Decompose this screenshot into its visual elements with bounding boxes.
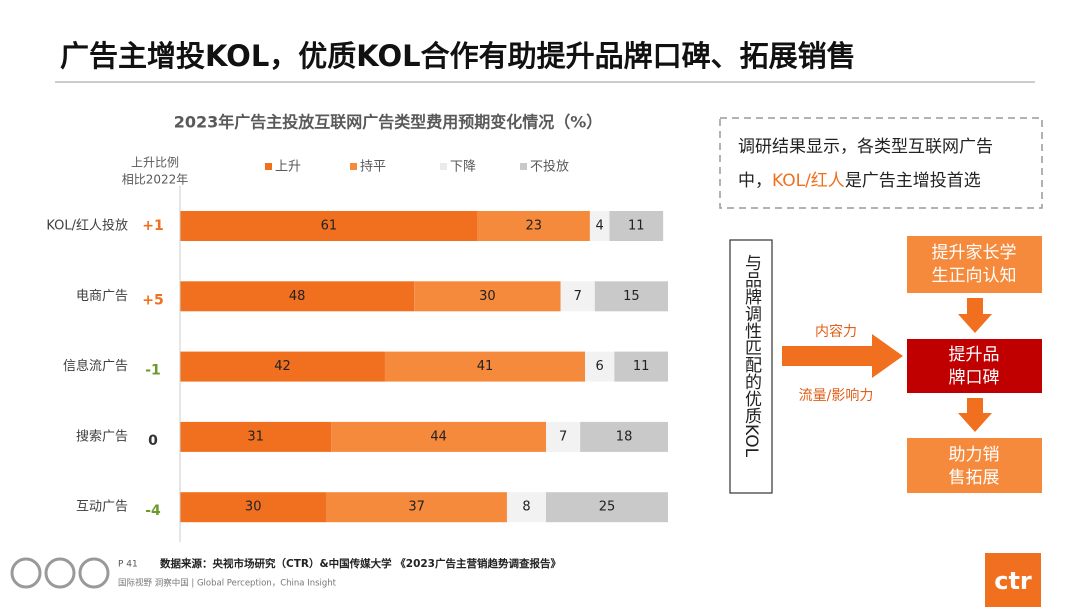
node-text: 助力销 — [949, 445, 1000, 465]
bar-segment — [585, 351, 615, 382]
bar-segment — [594, 281, 668, 312]
legend-label: 不投放 — [530, 159, 569, 175]
value-label: 61 — [321, 219, 338, 234]
bar-segment — [326, 492, 507, 523]
value-label: 30 — [479, 289, 496, 304]
bar-segment — [546, 421, 581, 452]
change-label: +5 — [142, 292, 163, 308]
badges — [10, 557, 110, 589]
slide-title: 广告主增投KOL，优质KOL合作有助提升品牌口碑、拓展销售 — [60, 39, 856, 73]
value-label: 25 — [599, 500, 616, 515]
value-label: 8 — [522, 500, 530, 515]
change-header: 相比2022年 — [122, 173, 189, 187]
value-label: 11 — [628, 219, 645, 234]
bar-segment — [477, 211, 590, 241]
bar-segment — [180, 281, 415, 312]
node-box — [907, 339, 1042, 393]
change-header: 上升比例 — [131, 156, 179, 170]
source-text: 与品牌调性匹配的优质KOL — [741, 254, 762, 458]
bar-segment — [180, 421, 332, 452]
source-note: 数据来源：央视市场研究（CTR）&中国传媒大学 《2023广告主营销趋势调查报告… — [159, 557, 561, 570]
value-label: 42 — [274, 359, 291, 374]
bar-segment — [546, 492, 668, 523]
value-label: 44 — [430, 429, 447, 444]
value-label: 31 — [247, 429, 264, 444]
bar-segment — [414, 281, 561, 312]
page-number: P 41 — [118, 560, 138, 570]
node-text: 牌口碑 — [949, 368, 1000, 388]
down-arrow — [958, 398, 992, 432]
category-label: 信息流广告 — [63, 358, 128, 374]
callout-text: 调研结果显示，各类型互联网广告 — [738, 137, 993, 157]
node-text: 生正向认知 — [932, 266, 1017, 286]
bar-segment — [609, 211, 664, 241]
value-label: 7 — [574, 289, 582, 304]
bar-segment — [384, 351, 586, 382]
value-label: 6 — [596, 359, 604, 374]
bar-segment — [506, 492, 546, 523]
arrow-label: 流量/影响力 — [799, 388, 874, 404]
node-box — [907, 438, 1042, 493]
value-label: 7 — [559, 429, 567, 444]
source-box — [729, 239, 773, 494]
value-label: 37 — [408, 500, 425, 515]
value-label: 30 — [245, 500, 262, 515]
category-label: 搜索广告 — [76, 429, 128, 444]
bar-segment — [180, 211, 478, 241]
bar-segment — [589, 211, 610, 241]
callout-box — [719, 117, 1043, 209]
legend-swatch — [265, 163, 272, 170]
change-label: +1 — [142, 218, 163, 234]
node-text: 提升品 — [949, 345, 1000, 365]
tagline: 国际视野 洞察中国 | Global Perception，China Insi… — [118, 578, 337, 589]
bar-segment — [614, 351, 668, 382]
value-label: 48 — [289, 289, 306, 304]
category-label: 互动广告 — [76, 500, 128, 515]
legend-label: 下降 — [450, 160, 476, 175]
legend-swatch — [440, 163, 447, 170]
category-label: KOL/红人投放 — [46, 218, 128, 234]
legend-label: 持平 — [360, 160, 386, 175]
callout-text: 中，KOL/红人是广告主增投首选 — [738, 171, 981, 191]
logo-box — [985, 553, 1041, 607]
arrow-label: 内容力 — [815, 323, 857, 340]
legend-label: 上升 — [275, 160, 301, 175]
change-label: -4 — [145, 503, 161, 519]
node-box — [907, 236, 1042, 293]
value-label: 11 — [633, 359, 650, 374]
value-label: 4 — [596, 219, 604, 234]
legend-swatch — [520, 163, 527, 170]
bar-segment — [180, 351, 385, 382]
main-arrow — [782, 334, 903, 378]
value-label: 18 — [616, 429, 633, 444]
node-text: 提升家长学 — [932, 243, 1017, 263]
down-arrow — [958, 298, 992, 333]
bar-segment — [180, 492, 327, 523]
bar-segment — [560, 281, 595, 312]
value-label: 23 — [526, 219, 543, 234]
chart-title: 2023年广告主投放互联网广告类型费用预期变化情况（%） — [174, 113, 603, 132]
bar-segment — [331, 421, 546, 452]
change-label: -1 — [145, 363, 161, 379]
value-label: 15 — [623, 289, 640, 304]
category-label: 电商广告 — [76, 289, 128, 304]
change-label: 0 — [148, 433, 158, 449]
legend-swatch — [350, 163, 357, 170]
bar-segment — [580, 421, 668, 452]
value-label: 41 — [477, 359, 494, 374]
logo: ctr — [994, 567, 1032, 595]
node-text: 售拓展 — [949, 468, 1000, 488]
